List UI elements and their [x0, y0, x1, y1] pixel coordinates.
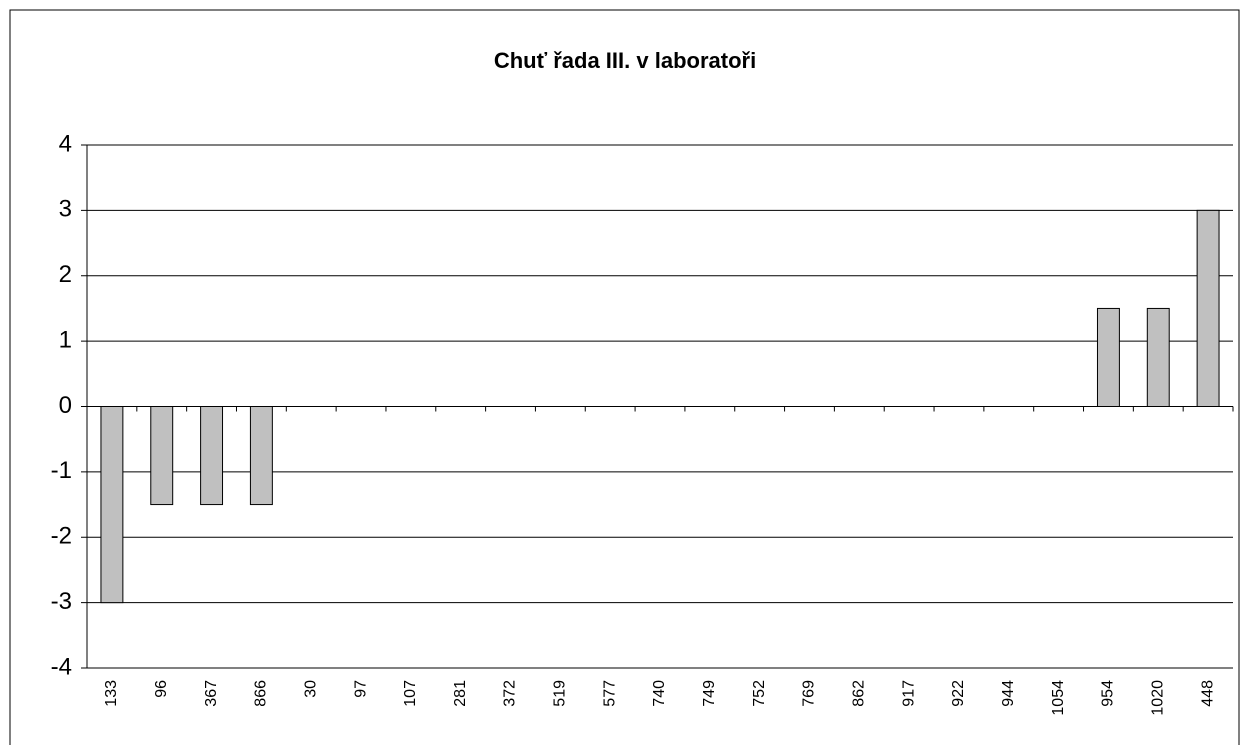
x-tick-label: 1054: [1050, 680, 1067, 716]
chart-title: Chuť řada III. v laboratoři: [494, 48, 756, 73]
x-tick-label: 107: [402, 680, 419, 707]
x-tick-label: 448: [1199, 680, 1216, 707]
y-tick-label: -2: [51, 523, 72, 550]
x-tick-label: 1020: [1149, 680, 1166, 716]
x-tick-label: 577: [601, 680, 618, 707]
x-tick-label: 740: [651, 680, 668, 707]
x-tick-label: 917: [900, 680, 917, 707]
y-tick-label: 4: [59, 130, 72, 157]
x-tick-label: 519: [552, 680, 569, 707]
x-tick-label: 133: [103, 680, 120, 707]
x-tick-label: 367: [203, 680, 220, 707]
x-tick-label: 372: [502, 680, 519, 707]
x-tick-label: 944: [1000, 680, 1017, 707]
x-tick-label: 866: [253, 680, 270, 707]
x-tick-label: 30: [302, 680, 319, 698]
y-tick-label: 2: [59, 261, 72, 288]
y-tick-label: 1: [59, 326, 72, 353]
bar: [1096, 307, 1120, 407]
y-tick-label: -4: [51, 653, 72, 680]
bar: [1196, 209, 1220, 407]
y-tick-label: 0: [59, 392, 72, 419]
chart-border: [9, 9, 1240, 745]
x-tick-label: 769: [801, 680, 818, 707]
x-tick-label: 97: [352, 680, 369, 698]
bar: [100, 406, 124, 604]
y-tick-label: 3: [59, 196, 72, 223]
x-tick-label: 281: [452, 680, 469, 707]
x-tick-label: 752: [751, 680, 768, 707]
bar: [200, 406, 224, 506]
y-tick-label: -3: [51, 588, 72, 615]
x-tick-label: 862: [851, 680, 868, 707]
x-tick-label: 954: [1100, 680, 1117, 707]
x-tick-label: 96: [153, 680, 170, 698]
y-tick-label: -1: [51, 457, 72, 484]
x-tick-label: 922: [950, 680, 967, 707]
bar: [249, 406, 273, 506]
bar: [150, 406, 174, 506]
bar: [1146, 307, 1170, 407]
x-tick-label: 749: [701, 680, 718, 707]
